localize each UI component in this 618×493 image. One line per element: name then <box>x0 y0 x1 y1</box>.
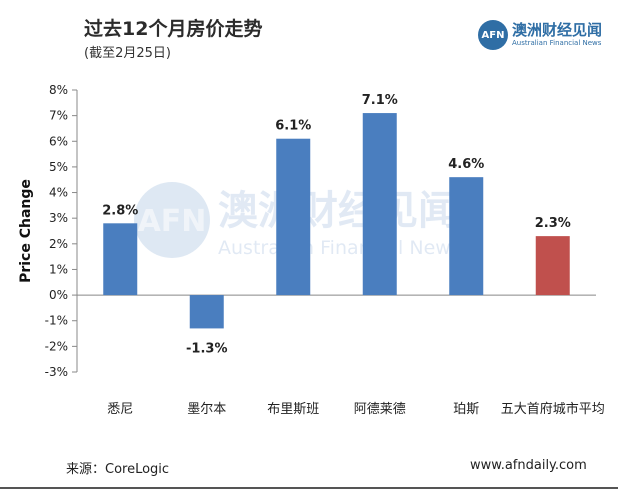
y-tick-label: 3% <box>49 211 68 225</box>
x-tick-label: 阿德莱德 <box>354 402 406 417</box>
x-tick-label: 悉尼 <box>107 402 133 417</box>
logo-name-en: Australian Financial News <box>512 39 602 47</box>
y-tick-label: 8% <box>49 83 68 97</box>
y-tick-label: -3% <box>45 365 68 379</box>
y-tick-label: -1% <box>45 314 68 328</box>
watermark-mark: AFN <box>138 204 207 239</box>
brand-logo: AFN 澳洲财经见闻 Australian Financial News <box>478 20 602 50</box>
y-tick-label: 1% <box>49 262 68 276</box>
y-tick-label: 5% <box>49 160 68 174</box>
x-tick-label: 五大首府城市平均 <box>501 401 605 417</box>
chart-subtitle: (截至2月25日) <box>84 46 171 61</box>
footer-divider <box>0 487 618 489</box>
y-tick-label: 4% <box>49 186 68 200</box>
data-label: 2.8% <box>102 203 138 218</box>
data-label: 4.6% <box>448 157 484 172</box>
data-label: 2.3% <box>535 216 571 231</box>
watermark-name-en: Australian Financial News <box>218 237 461 259</box>
logo-name-cn: 澳洲财经见闻 <box>512 21 603 39</box>
logo-mark: AFN <box>478 20 508 50</box>
bar <box>103 223 138 296</box>
x-tick-label: 珀斯 <box>453 402 479 417</box>
y-tick-label: 7% <box>49 109 68 123</box>
bar <box>535 236 570 296</box>
source-note: 来源：CoreLogic <box>66 462 170 477</box>
x-tick-label: 墨尔本 <box>187 402 226 417</box>
y-tick-label: 0% <box>49 288 68 302</box>
bar <box>189 295 224 329</box>
x-tick-label: 布里斯班 <box>267 402 319 417</box>
data-label: -1.3% <box>186 341 227 356</box>
data-label: 6.1% <box>275 119 311 134</box>
y-tick-label: -2% <box>45 339 68 353</box>
bar <box>276 138 311 296</box>
y-tick-label: 6% <box>49 134 68 148</box>
watermark-circle <box>134 182 210 258</box>
data-label: 7.1% <box>362 93 398 108</box>
bar <box>449 177 484 296</box>
y-axis-label: Price Change <box>18 179 34 283</box>
y-tick-label: 2% <box>49 237 68 251</box>
website-url: www.afndaily.com <box>470 458 587 473</box>
watermark-name-cn: 澳洲财经见闻 <box>218 188 458 234</box>
chart-title: 过去12个月房价走势 <box>84 18 263 40</box>
bar <box>362 113 397 296</box>
